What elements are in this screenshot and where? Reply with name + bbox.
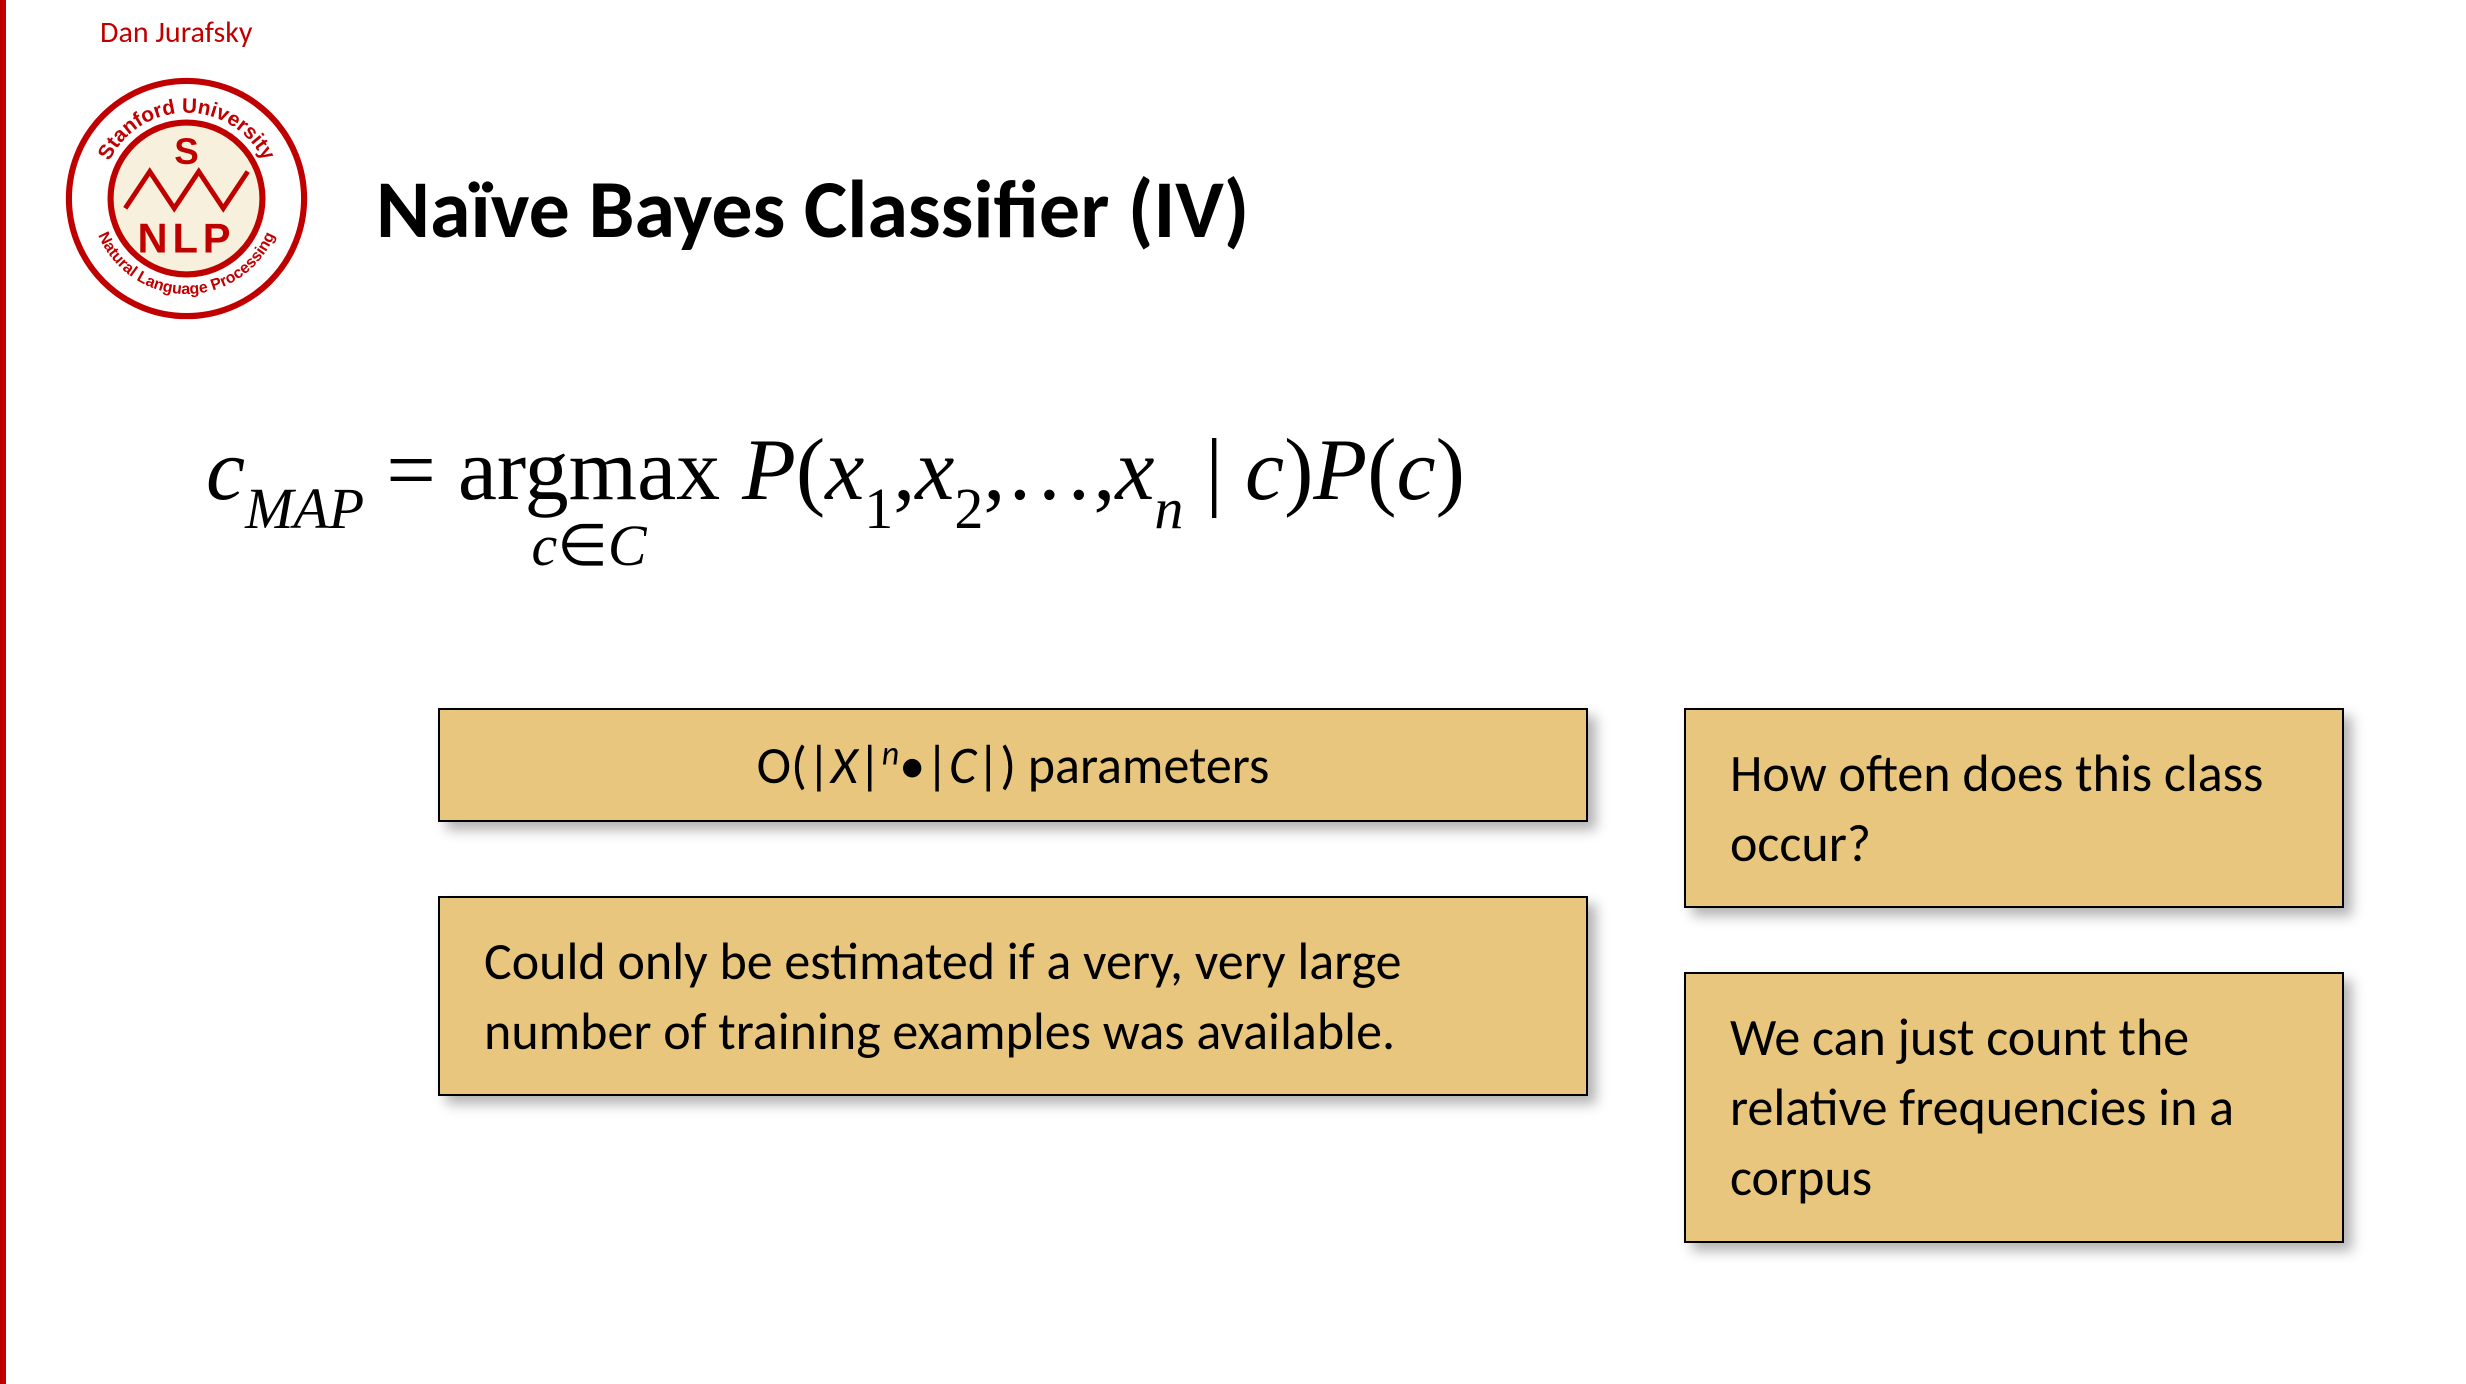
slide-title: Naïve Bayes Classifier (IV) [376, 160, 1249, 260]
map-equation: cMAP = argmaxc∈C P(x1,x2,…,xn | c)P(c) [206, 420, 1465, 579]
eq-argmax-sub: c∈C [458, 511, 720, 579]
eq-open2: ( [1367, 422, 1396, 519]
eq-bar: | [1183, 422, 1245, 519]
eq-c: c [1245, 422, 1284, 519]
eq-equals: = [364, 422, 458, 519]
eq-lhs-sub: MAP [245, 476, 364, 541]
eq-c2: c [1397, 422, 1436, 519]
callout-estimate: Could only be estimated if a very, very … [438, 896, 1588, 1096]
eq-argmax: argmaxc∈C [458, 420, 720, 579]
eq-x1: x [825, 422, 864, 519]
stanford-nlp-logo: Stanford University Natural Language Pro… [64, 76, 309, 321]
eq-xn: x [1115, 422, 1154, 519]
eq-p1: P [720, 422, 796, 519]
eq-open1: ( [796, 422, 825, 519]
c1-text: O(|X|n•|C|) parameters [757, 733, 1270, 797]
eq-close2: ) [1436, 422, 1465, 519]
logo-svg: Stanford University Natural Language Pro… [64, 76, 309, 321]
eq-p2: P [1313, 422, 1367, 519]
eq-comma2: ,…, [983, 422, 1115, 519]
callout-class-freq: How often does this class occur? [1684, 708, 2344, 908]
logo-letter-s: S [174, 131, 199, 172]
eq-sub2: 2 [954, 476, 983, 541]
eq-subn: n [1154, 476, 1183, 541]
eq-comma1: , [893, 422, 915, 519]
logo-letter-nlp: NLP [138, 214, 236, 261]
eq-lhs-var: c [206, 422, 245, 519]
callout-parameters: O(|X|n•|C|) parameters [438, 708, 1588, 822]
eq-argmax-top: argmax [458, 420, 720, 521]
eq-close1: ) [1284, 422, 1313, 519]
author-name: Dan Jurafsky [100, 14, 252, 51]
eq-sub1: 1 [864, 476, 893, 541]
callout-corpus: We can just count the relative frequenci… [1684, 972, 2344, 1243]
eq-x2: x [915, 422, 954, 519]
